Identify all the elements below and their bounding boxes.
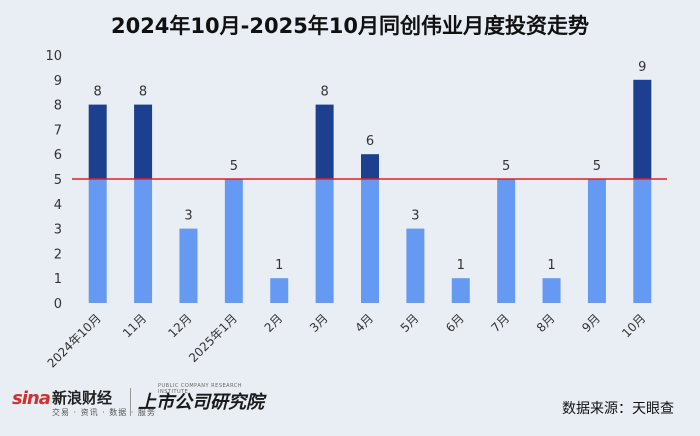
x-tick-label: 9月 [579,311,603,335]
bar-segment-below [451,278,470,303]
data-label: 8 [94,85,102,100]
bar-segment-above [315,104,334,179]
source-note: 数据来源：天眼查 [562,401,674,417]
y-tick-label: 7 [54,123,62,138]
x-tick-label: 11月 [120,311,149,340]
x-tick-label: 2月 [262,311,286,335]
bar-segment-above [633,79,652,179]
y-tick-label: 5 [54,173,62,188]
logo-divider [130,388,131,416]
y-tick-label: 10 [45,49,62,64]
y-tick-label: 6 [54,148,62,163]
bar-segment-below [587,179,606,303]
x-tick-label: 2025年1月 [186,311,240,365]
chart-title: 2024年10月-2025年10月同创伟业月度投资走势 [110,14,590,38]
institute-subtitle: PUBLIC COMPANY RESEARCH INSTITUTE [158,383,243,395]
bar-segment-below [224,179,243,303]
x-tick-label: 3月 [307,311,331,335]
y-tick-label: 3 [54,223,62,238]
bar-segment-below [406,228,425,303]
x-tick-label: 6月 [443,311,467,335]
x-tick-label: 7月 [488,311,512,335]
bars-group [88,79,652,303]
y-tick-label: 8 [54,99,62,114]
data-label: 5 [502,159,510,174]
x-tick-label: 8月 [534,311,558,335]
sina-name: 新浪财经 [52,389,113,407]
footer-logos: sina 新浪财经 交易 · 资讯 · 数据 · 服务 PUBLIC COMPA… [12,382,272,422]
data-label: 8 [320,85,328,100]
bar-segment-above [88,104,107,179]
data-label: 3 [411,209,419,224]
x-tick-label: 4月 [352,311,376,335]
x-tick-label: 5月 [398,311,422,335]
bar-segment-below [88,179,107,303]
x-tick-label: 10月 [619,311,648,340]
bar-segment-above [134,104,153,179]
data-label: 1 [457,258,465,273]
y-tick-label: 2 [54,247,62,262]
y-tick-label: 1 [54,272,62,287]
data-label: 1 [275,258,283,273]
bar-segment-below [361,179,379,303]
y-tick-label: 9 [54,74,62,89]
x-tick-label: 2024年10月 [45,311,104,370]
data-label: 6 [366,134,374,149]
bar-segment-below [179,228,198,303]
bar-segment-below [542,278,561,303]
data-label: 5 [230,159,238,174]
y-axis-ticks: 0 1 2 3 4 5 6 7 8 9 10 [45,49,62,312]
sina-subtitle: 交易 · 资讯 · 数据 · 服务 [52,408,156,417]
bar-segment-above [361,154,379,179]
y-tick-label: 0 [54,297,62,312]
sina-logo: sina [12,388,51,409]
bar-segment-below [134,179,153,303]
data-label: 9 [638,60,646,75]
data-labels-group: 8 8 3 5 1 8 6 3 1 5 1 5 9 [94,60,647,273]
institute-logo: 上市公司研究院 [138,392,264,413]
bar-segment-below [315,179,334,303]
bar-segment-below [633,179,652,303]
bar-segment-below [497,179,516,303]
y-tick-label: 4 [54,198,62,213]
x-tick-label: 12月 [165,311,194,340]
data-label: 3 [184,209,192,224]
data-label: 5 [593,159,601,174]
data-label: 8 [139,85,147,100]
bar-segment-below [270,278,289,303]
data-label: 1 [547,258,555,273]
